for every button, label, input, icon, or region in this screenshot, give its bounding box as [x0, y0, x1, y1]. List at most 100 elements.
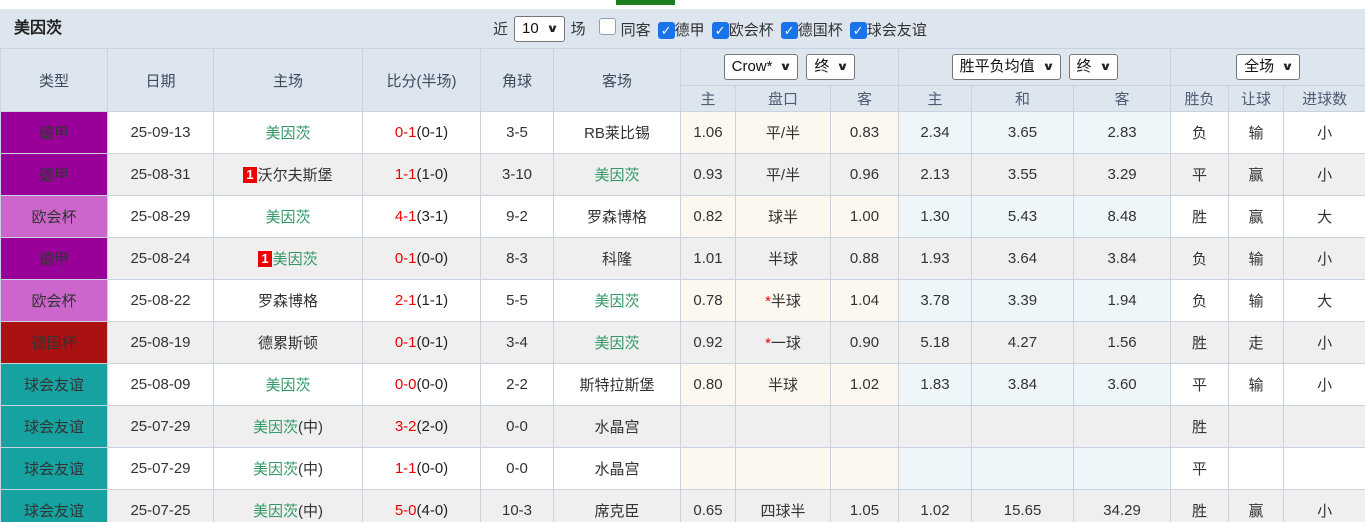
red-card-badge: 1 [258, 251, 272, 267]
score-cell: 1-1(1-0) [362, 153, 481, 196]
unchecked-checkbox-icon[interactable] [598, 17, 616, 35]
home-team: 美因茨 [213, 195, 363, 238]
team-name: 科隆 [601, 251, 632, 268]
col-home: 主场 [213, 48, 363, 112]
match-date: 25-07-29 [107, 447, 214, 490]
team-name: 美因茨 [265, 377, 311, 394]
checked-checkbox-icon[interactable]: ✓ [657, 22, 675, 39]
avg-draw-cell: 3.64 [971, 237, 1075, 280]
handicap-result-cell: 走 [1228, 321, 1285, 364]
avg-draw-cell [971, 405, 1075, 448]
score-cell: 0-1(0-1) [362, 321, 481, 364]
score-cell: 0-1(0-1) [362, 111, 481, 154]
filter-bar: 近 10 ∨ 场 同客 ✓ 德甲 ✓ 欧会杯 ✓ 德国杯 ✓ 球会友谊 [487, 9, 927, 48]
team-name: 美因茨 [252, 503, 298, 520]
avg-draw-cell: 3.39 [971, 279, 1075, 322]
full-score: 0-1 [394, 334, 417, 351]
team-name: 美因茨 [594, 335, 640, 352]
corners-cell: 10-3 [480, 489, 554, 522]
goals-result-cell: 小 [1283, 237, 1365, 280]
avg-away-cell: 3.29 [1073, 153, 1172, 196]
scope-dropdown[interactable]: 全场 ∨ [1236, 54, 1301, 80]
away-team: 斯特拉斯堡 [553, 363, 681, 406]
avg-draw-cell [971, 447, 1075, 490]
avg-draw-cell: 5.43 [971, 195, 1075, 238]
checked-checkbox-icon[interactable]: ✓ [849, 22, 867, 39]
subcol-goals: 进球数 [1283, 85, 1365, 112]
corners-cell: 3-5 [480, 111, 554, 154]
team-name: 水晶宫 [594, 419, 640, 436]
avg-away-cell: 1.56 [1073, 321, 1172, 364]
handicap-result-cell: 赢 [1228, 195, 1285, 238]
half-score: (0-1) [416, 334, 449, 351]
subcol-handicap: 盘口 [735, 85, 831, 112]
avg-away-cell: 34.29 [1073, 489, 1172, 522]
chevron-down-icon: ∨ [1281, 61, 1294, 73]
match-date: 25-08-31 [107, 153, 214, 196]
match-date: 25-08-22 [107, 279, 214, 322]
wdl-result-cell: 负 [1170, 111, 1230, 154]
wdl-result-cell: 平 [1170, 153, 1230, 196]
col-away: 客场 [553, 48, 681, 112]
wdl-result-cell: 平 [1170, 447, 1230, 490]
league-badge: 德国杯 [0, 321, 108, 364]
team-suffix: (中) [298, 419, 323, 436]
odds-away-cell: 0.83 [829, 111, 900, 154]
league-badge: 球会友谊 [0, 447, 108, 490]
subcol-odds-home: 主 [680, 85, 736, 112]
score-cell: 3-2(2-0) [362, 405, 481, 448]
full-score: 0-1 [394, 124, 417, 141]
odds-group-header: Crow* ∨ 终 ∨ [679, 48, 900, 86]
handicap-result-cell [1228, 447, 1285, 490]
odds-state-dropdown[interactable]: 终 ∨ [806, 54, 856, 80]
team-name: 水晶宫 [594, 461, 640, 478]
checked-checkbox-icon[interactable]: ✓ [780, 22, 798, 39]
home-team: 1 沃尔夫斯堡 [213, 153, 363, 196]
corners-cell: 0-0 [480, 447, 554, 490]
match-date: 25-09-13 [107, 111, 214, 154]
half-score: (2-0) [416, 418, 449, 435]
home-team: 美因茨 [213, 111, 363, 154]
handicap-result-cell: 输 [1228, 363, 1285, 406]
half-score: (0-0) [416, 250, 449, 267]
avg-odds-dropdown[interactable]: 胜平负均值 ∨ [951, 54, 1061, 80]
corners-cell: 3-4 [480, 321, 554, 364]
odds-home-cell: 0.92 [680, 321, 736, 364]
half-score: (1-0) [416, 166, 449, 183]
subcol-odds-away: 客 [829, 85, 900, 112]
full-score: 0-0 [394, 376, 417, 393]
away-team: 水晶宫 [553, 447, 681, 490]
subcol-handicap-result: 让球 [1228, 85, 1285, 112]
avg-home-cell: 1.93 [898, 237, 973, 280]
odds-away-cell [829, 405, 900, 448]
half-score: (0-0) [416, 376, 449, 393]
handicap-value: 半球 [770, 293, 801, 310]
team-name: 美因茨 [252, 461, 298, 478]
avg-away-cell: 3.60 [1073, 363, 1172, 406]
odds-away-cell: 1.04 [829, 279, 900, 322]
full-score: 3-2 [394, 418, 417, 435]
chevron-down-icon: ∨ [779, 61, 793, 73]
avg-draw-cell: 15.65 [971, 489, 1075, 522]
score-cell: 0-1(0-0) [362, 237, 481, 280]
odds-company-dropdown[interactable]: Crow* ∨ [723, 54, 799, 80]
checked-checkbox-icon[interactable]: ✓ [711, 22, 729, 39]
handicap-cell: 四球半 [735, 489, 831, 522]
odds-home-cell: 0.65 [680, 489, 736, 522]
match-date: 25-08-09 [107, 363, 214, 406]
handicap-cell: *一球 [735, 321, 831, 364]
half-score: (0-0) [416, 460, 449, 477]
handicap-star: * [765, 293, 771, 310]
away-team: 美因茨 [553, 153, 681, 196]
chevron-down-icon: ∨ [1041, 61, 1055, 73]
half-score: (0-1) [416, 124, 449, 141]
match-date: 25-08-29 [107, 195, 214, 238]
recent-count-select[interactable]: 10 ∨ [514, 15, 565, 42]
score-cell: 2-1(1-1) [362, 279, 481, 322]
subcol-avg-draw: 和 [971, 85, 1075, 112]
avg-state-dropdown[interactable]: 终 ∨ [1068, 54, 1118, 80]
handicap-result-cell: 输 [1228, 237, 1285, 280]
wdl-result-cell: 胜 [1170, 489, 1230, 522]
home-team: 罗森博格 [213, 279, 363, 322]
goals-result-cell [1283, 405, 1365, 448]
